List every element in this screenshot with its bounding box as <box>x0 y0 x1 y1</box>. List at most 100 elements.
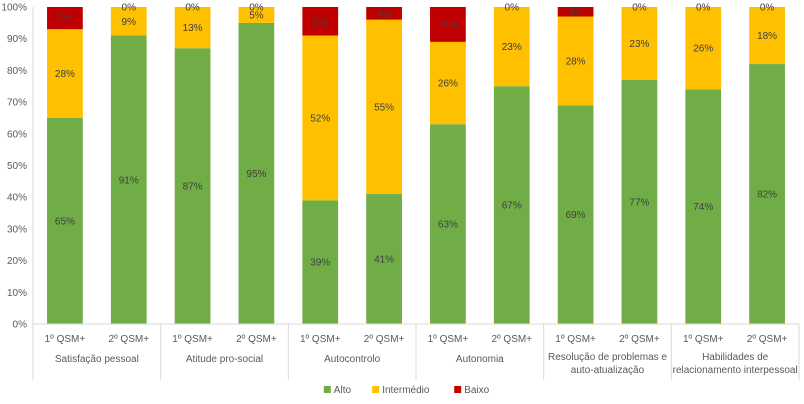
data-label: 9% <box>313 17 328 28</box>
legend-swatch <box>372 386 380 393</box>
data-label: 95% <box>246 169 266 180</box>
data-label: 67% <box>502 201 522 212</box>
y-tick-label: 40% <box>7 193 27 204</box>
data-label: 39% <box>310 258 330 269</box>
bar-segment-interm-dio <box>238 7 275 23</box>
data-label: 9% <box>122 17 137 28</box>
bar-segment-alto <box>557 105 594 325</box>
bar-segment-alto <box>430 124 466 324</box>
data-label: 0% <box>632 3 647 14</box>
bar-segment-alto <box>238 22 275 324</box>
bar-segment-alto <box>749 64 785 324</box>
data-label: 26% <box>693 44 713 55</box>
x-tick-label: 1º QSM+ <box>683 334 724 345</box>
data-label: 28% <box>55 69 75 80</box>
bar-segment-interm-dio <box>110 7 147 36</box>
x-tick-label: 1º QSM+ <box>172 334 213 345</box>
bar-segment-interm-dio <box>493 7 530 87</box>
x-tick-label: 2º QSM+ <box>364 334 405 345</box>
group-label: Atitude pro-social <box>186 354 263 365</box>
data-label: 5% <box>249 10 264 21</box>
bar-segment-alto <box>174 48 211 325</box>
x-tick-label: 1º QSM+ <box>45 334 86 345</box>
data-label: 65% <box>55 216 75 227</box>
group-label: Autonomia <box>456 354 504 365</box>
bar-segment-interm-dio <box>174 7 211 49</box>
data-label: 55% <box>374 102 394 113</box>
data-label: 0% <box>249 3 264 14</box>
x-tick-label: 2º QSM+ <box>747 334 788 345</box>
data-label: 28% <box>566 56 586 67</box>
data-label: 3% <box>568 7 583 18</box>
x-tick-label: 1º QSM+ <box>555 334 596 345</box>
x-tick-label: 2º QSM+ <box>491 334 532 345</box>
x-tick-label: 2º QSM+ <box>236 334 277 345</box>
data-label: 0% <box>760 3 775 14</box>
data-label: 0% <box>122 3 137 14</box>
data-label: 23% <box>629 39 649 50</box>
group-label: relacionamento interpessoal <box>673 365 798 376</box>
legend-label: Alto <box>334 385 352 396</box>
bar-segment-interm-dio <box>557 16 594 106</box>
y-axis: 0% 10% 20% 30% 40% 50% 60% 70% 80% 90% 100% <box>1 3 34 331</box>
data-label: 41% <box>374 255 394 266</box>
y-tick-label: 80% <box>7 66 27 77</box>
x-tick-label: 2º QSM+ <box>108 334 149 345</box>
bar-segment-alto <box>366 194 402 324</box>
group-label: Autocontrolo <box>324 354 381 365</box>
legend: Alto Intermédio Baixo <box>323 385 490 396</box>
bar-segment-baixo <box>302 7 339 36</box>
bar-segment-alto <box>302 200 339 324</box>
data-label: 13% <box>183 23 203 34</box>
data-label: 0% <box>505 3 520 14</box>
bar-segment-baixo <box>430 7 466 42</box>
y-tick-label: 20% <box>7 256 27 267</box>
data-label: 91% <box>119 175 139 186</box>
data-label: 7% <box>58 14 73 25</box>
bar-segment-interm-dio <box>47 29 83 118</box>
y-tick-label: 70% <box>7 98 27 109</box>
bar-segment-baixo <box>366 7 402 20</box>
data-label: 4% <box>377 9 392 20</box>
bar-segment-interm-dio <box>621 7 658 80</box>
data-label: 82% <box>757 190 777 201</box>
bar-segment-interm-dio <box>685 7 722 90</box>
bar-segment-interm-dio <box>302 35 339 201</box>
data-label: 18% <box>757 31 777 42</box>
bar-segment-interm-dio <box>430 41 466 125</box>
y-tick-label: 60% <box>7 129 27 140</box>
x-tick-label: 2º QSM+ <box>619 334 660 345</box>
bar-segment-alto <box>621 79 658 324</box>
legend-swatch <box>454 386 462 393</box>
bar-segment-interm-dio <box>366 19 402 195</box>
bar-segment-baixo <box>47 7 83 30</box>
bar-segment-alto <box>493 86 530 324</box>
data-label: 69% <box>566 210 586 221</box>
data-label: 87% <box>183 182 203 193</box>
group-label: Satisfação pessoal <box>55 354 139 365</box>
legend-swatch <box>323 386 331 393</box>
data-label: 26% <box>438 79 458 90</box>
y-tick-label: 30% <box>7 224 27 235</box>
bar-segment-baixo <box>557 7 594 17</box>
data-label: 0% <box>185 3 200 14</box>
legend-label: Intermédio <box>382 385 430 396</box>
bar-segment-alto <box>47 117 83 324</box>
bar-segment-alto <box>685 89 722 324</box>
y-tick-label: 90% <box>7 34 27 45</box>
bar-segment-alto <box>110 35 147 324</box>
x-tick-label: 1º QSM+ <box>428 334 469 345</box>
data-label: 74% <box>693 202 713 213</box>
y-tick-label: 0% <box>13 320 28 331</box>
legend-label: Baixo <box>464 385 489 396</box>
y-tick-label: 100% <box>1 3 27 14</box>
group-label: Resolução de problemas e <box>548 352 667 363</box>
data-label: 11% <box>438 20 457 31</box>
y-tick-label: 50% <box>7 161 27 172</box>
group-label: auto-atualização <box>571 365 645 376</box>
bars-layer: 65%28%7%91%9%0%87%13%0%95%5%0%39%52%9%41… <box>47 3 785 325</box>
group-label: Habilidades de <box>702 352 769 363</box>
data-label: 77% <box>629 197 649 208</box>
